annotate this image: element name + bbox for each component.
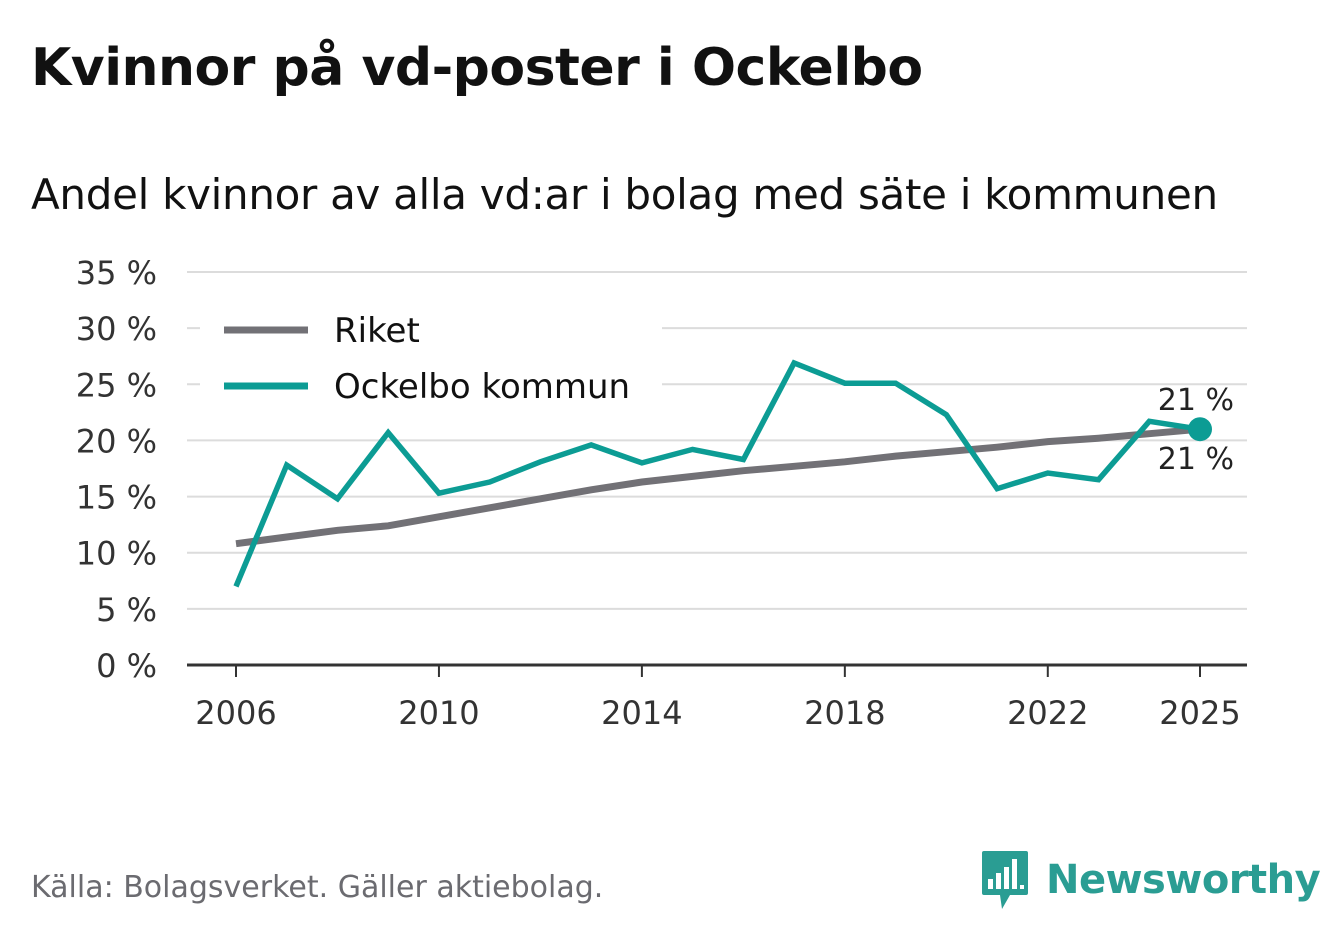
y-tick-label: 20 % bbox=[76, 422, 157, 460]
end-labels: 21 % 21 % bbox=[1158, 383, 1234, 477]
x-tick-label: 2014 bbox=[601, 694, 682, 732]
end-label-riket: 21 % bbox=[1158, 442, 1234, 477]
y-tick-label: 25 % bbox=[76, 366, 157, 404]
chart-title: Kvinnor på vd-poster i Ockelbo bbox=[31, 38, 923, 98]
legend-label: Ockelbo kommun bbox=[334, 367, 630, 407]
x-axis: 2006 2010 2014 2018 2022 2025 bbox=[187, 663, 1247, 732]
legend-background bbox=[200, 300, 662, 420]
x-tick-label: 2006 bbox=[195, 694, 276, 732]
end-label-ockelbo: 21 % bbox=[1158, 383, 1234, 418]
newsworthy-logo-icon bbox=[982, 851, 1028, 909]
x-tick-label: 2010 bbox=[398, 694, 479, 732]
x-tick-label: 2025 bbox=[1159, 694, 1240, 732]
brand-name: Newsworthy bbox=[1046, 857, 1321, 903]
y-tick-label: 35 % bbox=[76, 254, 157, 292]
x-tick-label: 2018 bbox=[804, 694, 885, 732]
chart-subtitle: Andel kvinnor av alla vd:ar i bolag med … bbox=[31, 170, 1218, 219]
series-line-riket bbox=[235, 425, 1201, 548]
source-note: Källa: Bolagsverket. Gäller aktiebolag. bbox=[31, 870, 604, 905]
y-tick-label: 30 % bbox=[76, 310, 157, 348]
brand-logo[interactable]: Newsworthy bbox=[980, 848, 1321, 912]
y-axis-tick-labels: 0 % 5 % 10 % 15 % 20 % 25 % 30 % 35 % bbox=[76, 254, 157, 685]
y-tick-label: 0 % bbox=[96, 647, 157, 685]
x-tick-label: 2022 bbox=[1007, 694, 1088, 732]
end-point-marker bbox=[1188, 417, 1212, 442]
legend-label: Riket bbox=[334, 311, 420, 351]
legend: Riket Ockelbo kommun bbox=[200, 300, 662, 420]
y-tick-label: 10 % bbox=[76, 535, 157, 573]
y-tick-label: 15 % bbox=[76, 479, 157, 517]
y-tick-label: 5 % bbox=[96, 591, 157, 629]
series-line-ockelbo bbox=[233, 359, 1201, 588]
series-lines bbox=[233, 359, 1212, 588]
